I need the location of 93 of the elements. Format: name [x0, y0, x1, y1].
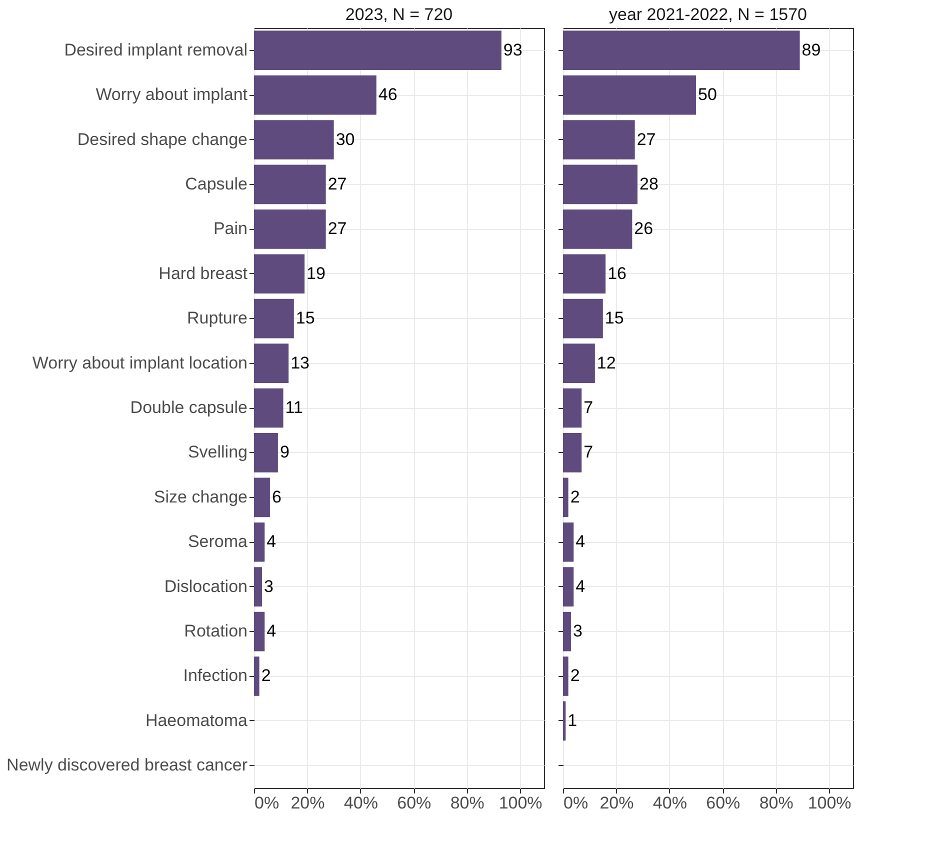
- bar: [254, 164, 326, 204]
- data-label: 30: [336, 130, 355, 149]
- y-tick-label: Desired implant removal: [64, 40, 248, 60]
- y-tick-label: Desired shape change: [77, 130, 248, 149]
- x-tick-label: 60%: [706, 794, 740, 812]
- x-tick-label: 80%: [450, 794, 484, 812]
- data-label: 28: [639, 174, 658, 194]
- data-label: 46: [378, 85, 398, 104]
- y-tick-label: Infection: [183, 666, 248, 686]
- bar: [563, 567, 574, 606]
- bar: [254, 656, 260, 696]
- x-tick-label: 100%: [808, 794, 852, 812]
- y-tick-label: Dislocation: [164, 576, 248, 596]
- data-label: 2: [261, 666, 271, 686]
- bar: [254, 522, 265, 562]
- bar: [563, 701, 566, 741]
- y-tick-label: Capsule: [185, 174, 248, 194]
- data-label: 16: [608, 264, 626, 283]
- x-tick-label: 80%: [759, 794, 794, 812]
- data-label: 27: [636, 130, 656, 149]
- data-label: 4: [266, 532, 276, 552]
- data-label: 27: [328, 174, 347, 194]
- data-label: 4: [576, 532, 586, 552]
- y-tick-label: Pain: [213, 219, 248, 238]
- x-tick-label: 40%: [652, 794, 687, 812]
- bar: [254, 254, 305, 294]
- bar: [254, 298, 294, 338]
- data-label: 4: [266, 622, 276, 641]
- y-tick-label: Svelling: [188, 442, 248, 462]
- data-label: 26: [634, 219, 654, 238]
- data-label: 93: [503, 40, 522, 60]
- bar: [254, 612, 265, 652]
- bar: [254, 210, 326, 249]
- y-tick-label: Rupture: [187, 308, 248, 328]
- x-tick-label: 20%: [600, 794, 634, 812]
- data-label: 3: [572, 622, 582, 641]
- data-label: 13: [290, 353, 310, 372]
- y-tick-label: Double capsule: [130, 398, 248, 417]
- data-label: 2: [570, 487, 580, 506]
- y-tick-label: Seroma: [188, 532, 248, 552]
- bar: [563, 120, 635, 160]
- data-label: 7: [584, 398, 594, 417]
- y-tick-label: Worry about implant: [96, 85, 248, 104]
- y-tick-label: Haeomatoma: [145, 710, 248, 730]
- data-label: 89: [802, 40, 821, 60]
- data-label: 1: [568, 710, 578, 730]
- bar: [563, 612, 571, 652]
- bar: [563, 210, 632, 249]
- data-label: 3: [264, 576, 274, 596]
- bar: [254, 478, 270, 518]
- data-label: 6: [272, 487, 282, 506]
- chart-title: year 2021-2022, N = 1570: [608, 5, 808, 24]
- bar: [563, 298, 603, 338]
- data-label: 12: [596, 353, 616, 372]
- bar: [254, 30, 502, 70]
- x-tick-label: 40%: [344, 794, 378, 812]
- bar: [563, 388, 582, 428]
- x-tick-label: 100%: [498, 794, 542, 812]
- data-label: 7: [584, 442, 594, 462]
- data-label: 50: [698, 85, 717, 104]
- data-label: 11: [285, 398, 303, 417]
- bar: [563, 75, 696, 115]
- bar: [563, 30, 800, 70]
- y-tick-label: Newly discovered breast cancer: [6, 756, 248, 775]
- x-tick-label: 20%: [290, 794, 325, 812]
- data-label: 9: [280, 442, 290, 462]
- x-tick-label: 0%: [254, 794, 280, 812]
- data-label: 15: [296, 308, 315, 328]
- bar: [563, 522, 574, 562]
- bar: [563, 656, 568, 696]
- data-label: 2: [570, 666, 580, 686]
- bar: [563, 254, 606, 294]
- x-tick-label: 60%: [397, 794, 432, 812]
- y-tick-label: Rotation: [184, 622, 248, 641]
- bar: [254, 120, 334, 160]
- data-label: 27: [328, 219, 347, 238]
- bar: [254, 567, 262, 606]
- y-tick-label: Hard breast: [158, 264, 248, 283]
- y-tick-label: Size change: [154, 487, 248, 506]
- bar: [563, 478, 568, 518]
- bar: [254, 344, 289, 383]
- bar: [254, 388, 284, 428]
- x-tick-label: 0%: [564, 794, 588, 812]
- bar: [563, 164, 638, 204]
- data-label: 15: [604, 308, 624, 328]
- chart-title: 2023, N = 720: [345, 5, 453, 24]
- data-label: 19: [306, 264, 326, 283]
- bar: [563, 433, 582, 472]
- data-label: 4: [576, 576, 586, 596]
- bar: [254, 75, 376, 115]
- bar: [563, 344, 595, 383]
- bar: [254, 433, 278, 472]
- y-tick-label: Worry about implant location: [32, 353, 248, 372]
